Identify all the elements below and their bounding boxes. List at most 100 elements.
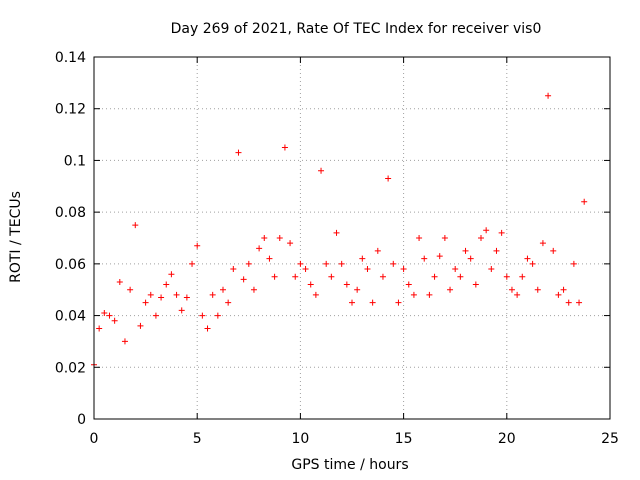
data-point <box>493 247 500 254</box>
data-point <box>447 286 454 293</box>
x-tick-label: 20 <box>498 431 516 447</box>
data-point <box>514 291 521 298</box>
data-point <box>256 245 263 252</box>
data-point <box>343 281 350 288</box>
data-point <box>431 273 438 280</box>
data-point <box>245 260 252 267</box>
data-point <box>307 281 314 288</box>
data-point <box>328 273 335 280</box>
data-point <box>142 299 149 306</box>
data-point <box>483 227 490 234</box>
data-point <box>560 286 567 293</box>
data-point <box>488 266 495 273</box>
x-axis-label: GPS time / hours <box>291 457 408 473</box>
data-point <box>287 240 294 247</box>
y-tick-label: 0.12 <box>55 102 86 118</box>
data-point <box>111 317 118 324</box>
data-point <box>359 255 366 262</box>
data-point <box>266 255 273 262</box>
data-point <box>323 260 330 267</box>
data-point <box>581 198 588 205</box>
data-point <box>312 291 319 298</box>
data-point <box>416 235 423 241</box>
data-point <box>214 312 221 319</box>
data-point <box>385 175 392 182</box>
data-point <box>503 273 510 280</box>
data-point <box>478 235 484 241</box>
data-point <box>576 299 583 306</box>
x-tick-label: 10 <box>291 431 309 447</box>
data-point <box>400 266 407 273</box>
data-point <box>436 253 443 260</box>
data-point <box>369 299 376 306</box>
data-point <box>364 266 371 273</box>
data-point <box>395 299 402 306</box>
data-point <box>374 247 381 254</box>
data-point <box>235 149 242 156</box>
data-point <box>116 278 123 285</box>
data-point <box>173 291 180 298</box>
data-point <box>349 299 355 306</box>
data-point <box>338 260 345 267</box>
data-point <box>106 312 113 319</box>
chart-title: Day 269 of 2021, Rate Of TEC Index for r… <box>171 21 542 37</box>
data-point <box>183 294 190 301</box>
data-point <box>426 291 433 298</box>
data-point <box>457 273 464 280</box>
data-point <box>168 271 175 278</box>
data-point <box>529 260 536 267</box>
data-point <box>276 235 283 241</box>
x-tick-label: 5 <box>193 431 202 447</box>
y-tick-label: 0.14 <box>55 50 86 66</box>
x-tick-label: 0 <box>90 431 99 447</box>
data-point <box>421 255 428 262</box>
data-point <box>333 229 340 236</box>
data-point <box>101 309 108 316</box>
data-point <box>121 338 128 345</box>
data-point <box>441 235 448 241</box>
data-point <box>472 281 479 288</box>
data-point <box>281 144 288 151</box>
data-point <box>539 240 546 247</box>
data-point <box>240 276 247 283</box>
y-tick-label: 0.1 <box>64 153 86 169</box>
data-point <box>390 260 397 267</box>
data-point <box>209 291 216 298</box>
data-point <box>498 229 505 236</box>
data-point <box>550 247 557 254</box>
data-point <box>220 286 226 293</box>
data-point <box>250 286 257 293</box>
data-point <box>545 92 552 99</box>
y-tick-label: 0.04 <box>55 309 86 325</box>
data-point <box>302 266 309 273</box>
data-point <box>158 294 165 301</box>
grid <box>94 57 610 419</box>
data-point <box>565 299 572 306</box>
data-point <box>204 325 211 332</box>
data-point <box>555 291 562 298</box>
data-point <box>194 242 201 249</box>
data-point <box>405 281 412 288</box>
data-point <box>354 286 361 293</box>
data-point <box>163 281 170 288</box>
data-point <box>462 247 469 254</box>
data-points <box>91 92 588 368</box>
data-point <box>261 235 268 241</box>
data-point <box>452 266 459 273</box>
y-tick-label: 0.06 <box>55 257 86 273</box>
y-tick-label: 0.08 <box>55 205 86 221</box>
data-point <box>137 322 144 329</box>
axis-ticks: 0 0.02 0.04 0.06 0.08 0.1 0.12 0.14 0 5 10 15 20 25 <box>55 50 619 447</box>
data-point <box>318 167 325 174</box>
data-point <box>147 291 154 298</box>
y-tick-label: 0 <box>77 412 86 428</box>
data-point <box>524 255 531 262</box>
data-point <box>199 312 206 319</box>
data-point <box>508 286 515 293</box>
data-point <box>132 222 139 229</box>
data-point <box>127 286 134 293</box>
data-point <box>271 273 278 280</box>
data-point <box>467 255 474 262</box>
data-point <box>410 291 417 298</box>
